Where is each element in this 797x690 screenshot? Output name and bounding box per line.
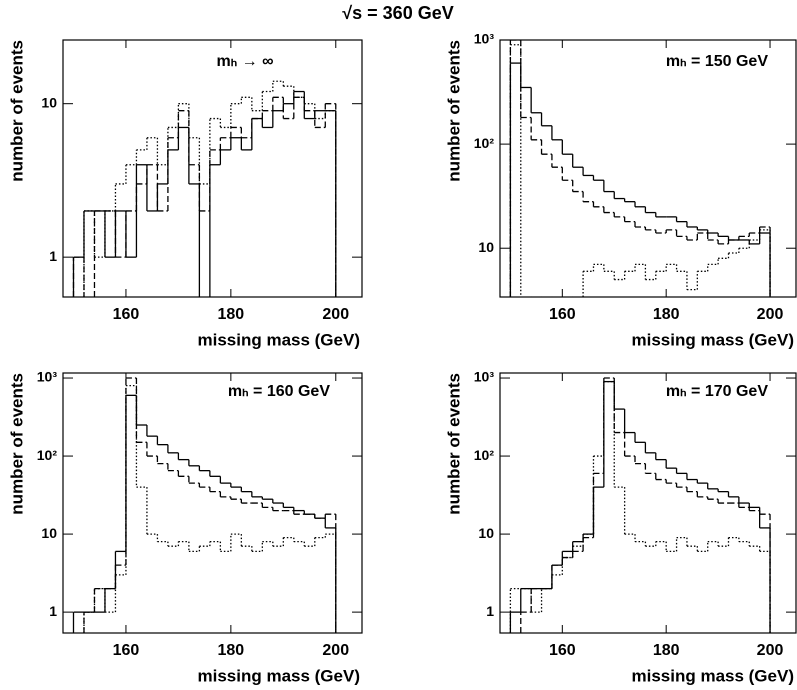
histogram-area — [509, 377, 771, 633]
x-tick-label: 200 — [757, 306, 784, 323]
plot-frame — [62, 39, 363, 298]
y-axis-label: number of events — [444, 40, 463, 182]
y-tick-label: 10³ — [474, 31, 495, 47]
x-tick-label: 160 — [113, 642, 140, 659]
histogram-area — [72, 80, 337, 297]
x-tick-label: 160 — [113, 306, 140, 323]
panel: 160 180 200 10 10² 10³ missing mass (GeV) numbe… — [444, 31, 797, 349]
y-tick-label: 10 — [478, 239, 494, 255]
y-tick-label: 1 — [486, 603, 494, 619]
x-tick-label: 180 — [653, 306, 680, 323]
y-tick-label: 10 — [41, 94, 57, 110]
histogram-area — [72, 377, 337, 633]
figure-title: √s = 360 GeV — [342, 3, 453, 23]
plot-frame — [499, 39, 797, 298]
x-tick-label: 200 — [757, 642, 784, 659]
y-axis-label: number of events — [7, 373, 26, 515]
x-tick-label: 180 — [218, 306, 245, 323]
y-axis-label: number of events — [7, 40, 26, 182]
plot-frame — [499, 372, 797, 634]
x-tick-label: 180 — [218, 642, 245, 659]
y-tick-label: 1 — [49, 248, 57, 264]
x-axis-label: missing mass (GeV) — [631, 330, 794, 349]
panel: 160 180 200 1 10 10² 10³ missing mass (GeV) numb… — [444, 369, 797, 685]
y-tick-label: 10³ — [37, 369, 58, 385]
panel: 160 180 200 1 10 10² 10³ missing mass (GeV) numb… — [7, 369, 363, 685]
panel: 160 180 200 1 10 missing mass (GeV) number of … — [7, 39, 363, 349]
x-tick-label: 160 — [549, 642, 576, 659]
x-tick-label: 180 — [653, 642, 680, 659]
x-axis-label: missing mass (GeV) — [631, 666, 794, 685]
panel-annotation: mₕ = 170 GeV — [666, 383, 768, 400]
y-tick-label: 1 — [49, 603, 57, 619]
panel-annotation: mₕ = 160 GeV — [228, 383, 330, 400]
x-tick-label: 200 — [322, 642, 349, 659]
x-axis-label: missing mass (GeV) — [197, 330, 360, 349]
x-axis-label: missing mass (GeV) — [197, 666, 360, 685]
panel-annotation: mₕ = 150 GeV — [666, 53, 768, 70]
y-tick-label: 10² — [37, 447, 58, 463]
panel-annotation: mₕ → ∞ — [217, 53, 274, 70]
y-tick-label: 10³ — [474, 369, 495, 385]
histogram-area — [509, 40, 771, 297]
y-tick-label: 10² — [474, 447, 495, 463]
plot-frame — [62, 372, 363, 634]
y-axis-label: number of events — [444, 373, 463, 515]
x-tick-label: 200 — [322, 306, 349, 323]
y-tick-label: 10 — [41, 525, 57, 541]
x-tick-label: 160 — [549, 306, 576, 323]
y-tick-label: 10 — [478, 525, 494, 541]
y-tick-label: 10² — [474, 135, 495, 151]
